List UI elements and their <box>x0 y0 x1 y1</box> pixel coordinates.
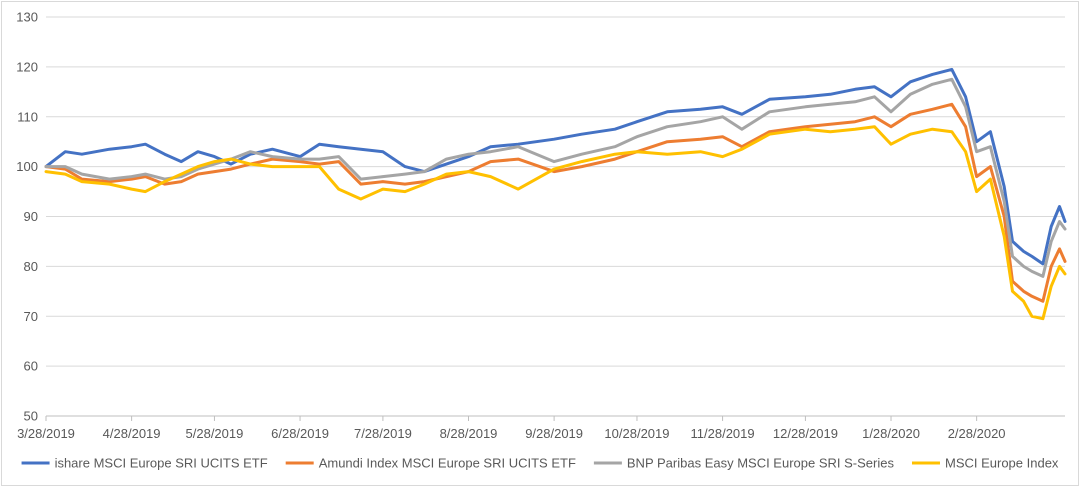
y-tick-label: 60 <box>24 359 38 374</box>
x-tick-label: 5/28/2019 <box>186 426 244 441</box>
y-tick-label: 80 <box>24 259 38 274</box>
grid <box>46 16 1065 367</box>
legend-label: MSCI Europe Index <box>945 456 1059 471</box>
legend-label: BNP Paribas Easy MSCI Europe SRI S-Serie… <box>627 456 895 471</box>
axes: 50 60 70 80 90 100 110 120 130 3/28/2019 4/28/2019… <box>16 10 1065 441</box>
series-line-1 <box>44 67 1067 266</box>
series-lines <box>44 67 1067 321</box>
legend-label: Amundi Index MSCI Europe SRI UCITS ETF <box>319 456 576 471</box>
y-tick-label: 110 <box>17 109 38 124</box>
y-tick-label: 120 <box>16 59 38 74</box>
x-tick-label: 10/28/2019 <box>604 426 669 441</box>
y-tick-label: 70 <box>24 309 38 324</box>
x-tick-label: 7/28/2019 <box>354 426 412 441</box>
x-tick-label: 2/28/2020 <box>948 426 1006 441</box>
x-tick-label: 8/28/2019 <box>440 426 498 441</box>
series-line-4 <box>44 125 1067 321</box>
legend: ishare MSCI Europe SRI UCITS ETF Amundi I… <box>21 456 1059 471</box>
x-tick-label: 4/28/2019 <box>103 426 161 441</box>
y-tick-label: 100 <box>16 159 38 174</box>
x-tick-label: 3/28/2019 <box>17 426 75 441</box>
y-tick-label: 50 <box>24 409 38 424</box>
series-line-3 <box>44 77 1067 278</box>
series-line-2 <box>44 102 1067 303</box>
x-tick-label: 9/28/2019 <box>525 426 583 441</box>
y-tick-label: 90 <box>24 209 38 224</box>
x-tick-label: 11/28/2019 <box>691 426 755 441</box>
x-tick-label: 6/28/2019 <box>271 426 329 441</box>
x-tick-label: 12/28/2019 <box>773 426 838 441</box>
y-tick-label: 130 <box>16 10 38 25</box>
legend-label: ishare MSCI Europe SRI UCITS ETF <box>55 456 268 471</box>
x-tick-label: 1/28/2020 <box>862 426 920 441</box>
